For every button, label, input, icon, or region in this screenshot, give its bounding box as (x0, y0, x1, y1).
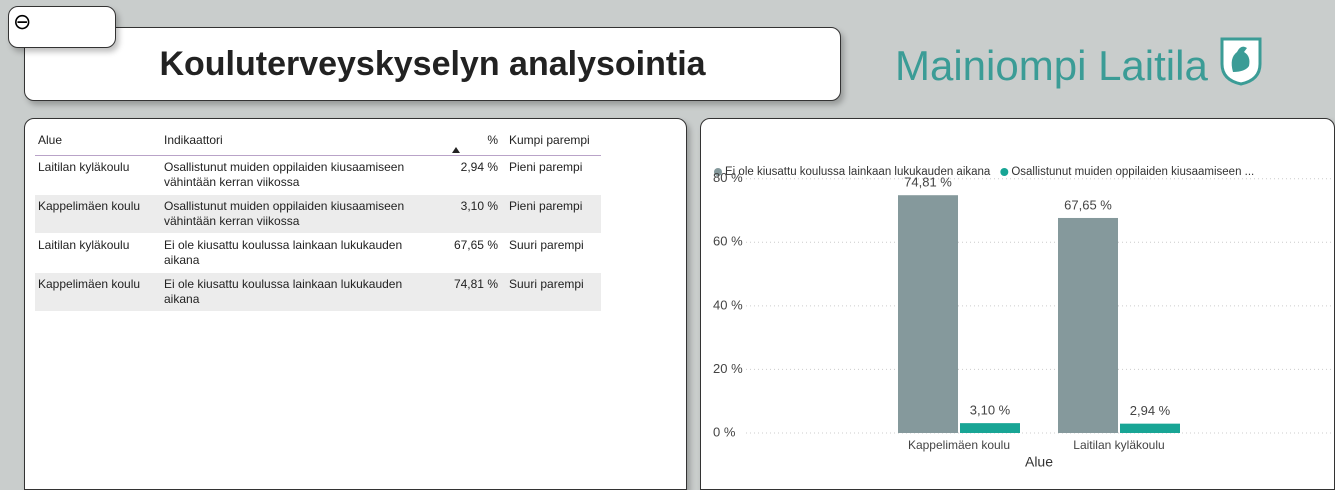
y-tick-label: 20 % (713, 361, 743, 376)
table-row: Kappelimäen koulu Ei ole kiusattu kouluss… (35, 273, 601, 311)
sort-arrow (452, 147, 460, 153)
data-label: 3,10 % (970, 403, 1011, 418)
coat-of-arms (1220, 37, 1262, 86)
table-header: Alue Indikaattori% Kumpi parempi (35, 129, 601, 156)
table-cell: 2,94 % (460, 160, 498, 174)
table-cell: Laitilan kyläkoulu (38, 238, 130, 252)
back-icon: ⊖ (13, 9, 32, 34)
table-cell: Pieni parempi (509, 160, 583, 174)
column-header: Alue (38, 133, 63, 147)
table-cell: Kappelimäen koulu (38, 277, 141, 291)
back-button[interactable]: ⊖ (8, 6, 116, 48)
table-cell: Ei ole kiusattu koulussa lainkaan lukuka… (164, 277, 403, 306)
y-tick-label: 80 % (713, 170, 743, 185)
table-row: Kappelimäen koulu Osallistunut muiden opp… (35, 195, 601, 233)
bar (1058, 217, 1118, 433)
table-cell: 67,65 % (453, 238, 498, 252)
data-label: 2,94 % (1130, 403, 1171, 418)
table-cell: Osallistunut muiden oppilaiden kiusaamis… (164, 160, 405, 189)
y-tick-label: 0 % (713, 424, 736, 439)
y-tick-label: 60 % (713, 234, 743, 249)
title-box: Kouluterveyskyselyn analysointia (24, 27, 841, 101)
legend-label: Ei ole kiusattu koulussa lainkaan lukuka… (725, 166, 991, 178)
bar (1120, 423, 1180, 433)
chart-panel: Ei ole kiusattu koulussa lainkaan lukuka… (700, 118, 1335, 490)
table-row: Laitilan kyläkoulu Osallistunut muiden op… (35, 156, 601, 194)
table-cell: Ei ole kiusattu koulussa lainkaan lukuka… (164, 238, 403, 267)
column-header: Indikaattori (164, 133, 223, 147)
x-tick-label: Kappelimäen koulu (908, 438, 1010, 452)
legend-label: Osallistunut muiden oppilaiden kiusaamis… (1011, 166, 1254, 178)
y-tick-label: 40 % (713, 297, 743, 312)
table-cell: Kappelimäen koulu (38, 199, 141, 213)
bar (960, 423, 1020, 433)
table-cell: Suuri parempi (509, 277, 584, 291)
column-header: Kumpi parempi (509, 133, 590, 147)
table-cell: Laitilan kyläkoulu (38, 160, 130, 174)
brand-text: Mainiompi Laitila (895, 42, 1208, 89)
x-tick-label: Laitilan kyläkoulu (1073, 438, 1164, 452)
title: Kouluterveyskyselyn analysointia (159, 44, 706, 83)
chart: Ei ole kiusattu koulussa lainkaan lukuka… (713, 166, 1331, 470)
table-cell: Pieni parempi (509, 199, 583, 213)
legend-dot (714, 168, 722, 176)
data-label: 74,81 % (904, 175, 952, 190)
page: ⊖ Kouluterveyskyselyn analysointia Maini… (8, 6, 1335, 490)
bar (898, 195, 958, 433)
table-cell: 74,81 % (453, 277, 498, 291)
table-row: Laitilan kyläkoulu Ei ole kiusattu koulus… (35, 234, 601, 272)
data-label: 67,65 % (1064, 197, 1112, 212)
x-axis-label: Alue (1025, 454, 1053, 470)
table-cell: Suuri parempi (509, 238, 584, 252)
table-cell: Osallistunut muiden oppilaiden kiusaamis… (164, 199, 405, 228)
table-cell: 3,10 % (460, 199, 498, 213)
table-panel: Alue Indikaattori% Kumpi parempi Laitilan … (24, 118, 687, 490)
brand: Mainiompi Laitila (895, 36, 1263, 90)
column-header: % (487, 133, 498, 147)
legend-dot (1000, 168, 1009, 176)
